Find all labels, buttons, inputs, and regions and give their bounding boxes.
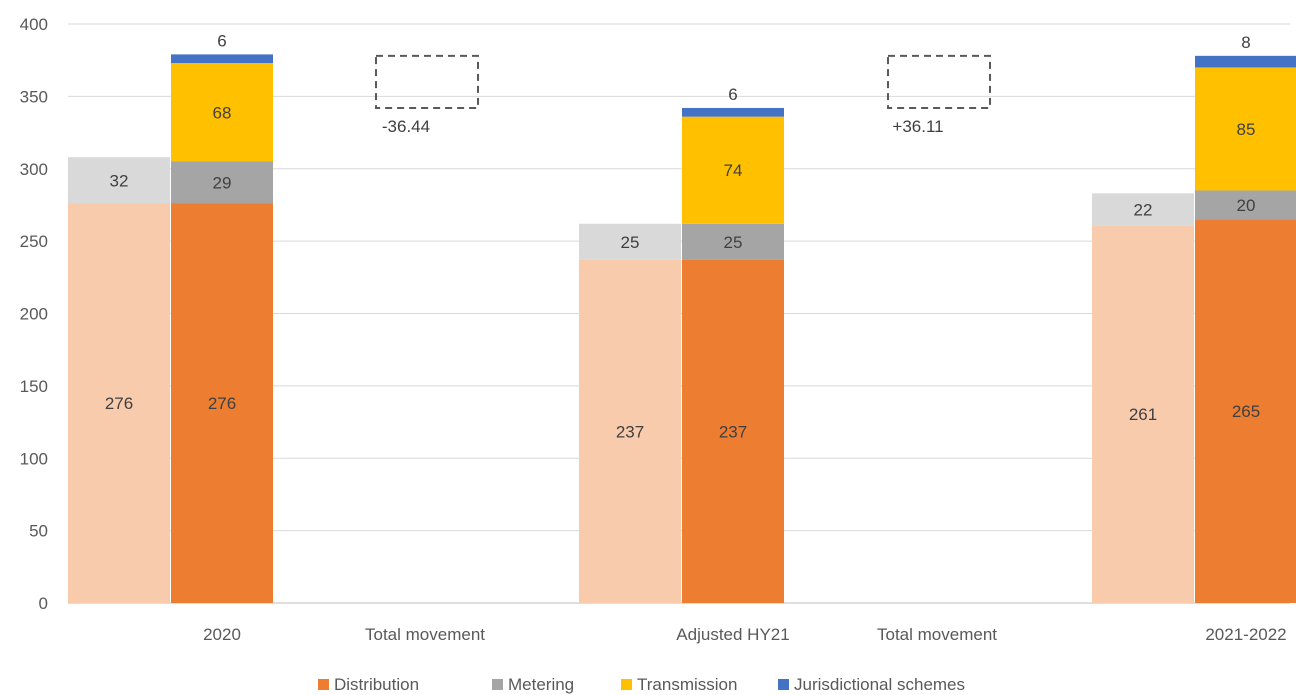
data-label: 276: [208, 394, 236, 413]
data-label: 6: [728, 85, 737, 104]
shadow-bar-metering: [68, 157, 170, 204]
bar-jurisdictional-schemes: [682, 107, 784, 117]
movement-label: -36.44: [382, 117, 430, 136]
bar-jurisdictional-schemes: [1195, 55, 1296, 68]
legend: Distribution Metering Transmission Jurisdic…: [318, 675, 965, 694]
bar-transmission: [171, 63, 273, 162]
data-label: 74: [724, 161, 743, 180]
y-tick-label: 50: [29, 522, 48, 541]
legend-swatch-jurisdictional-schemes: [778, 679, 789, 690]
shadow-data-label: 261: [1129, 405, 1157, 424]
x-tick-label: Adjusted HY21: [676, 625, 789, 644]
bar-distribution: [171, 203, 273, 604]
y-tick-label: 200: [20, 305, 48, 324]
y-tick-label: 300: [20, 160, 48, 179]
shadow-data-label: 237: [616, 422, 644, 441]
shadow-bar-distribution: [579, 259, 681, 603]
x-axis: 2020 Total movement Adjusted HY21 Total mov…: [203, 625, 1287, 644]
data-label: 237: [719, 422, 747, 441]
bar-metering: [171, 161, 273, 204]
legend-label: Distribution: [334, 675, 419, 694]
movement-box: [375, 54, 479, 109]
movement-box: [887, 54, 991, 109]
data-label: 20: [1237, 196, 1256, 215]
bar-distribution: [682, 259, 784, 603]
data-label: 265: [1232, 402, 1260, 421]
legend-swatch-metering: [492, 679, 503, 690]
bar-transmission: [682, 116, 784, 224]
data-label: 25: [724, 233, 743, 252]
data-labels: 276 32 237 25 261 22 276 29 68 6 237 25 74 6 265 20 85 8: [105, 31, 1260, 441]
data-label: 68: [213, 103, 232, 122]
data-label: 85: [1237, 120, 1256, 139]
y-tick-label: 100: [20, 449, 48, 468]
data-label: 6: [217, 31, 226, 50]
bar-distribution: [1195, 219, 1296, 603]
x-tick-label: 2021-2022: [1205, 625, 1286, 644]
shadow-bar-distribution: [1092, 225, 1194, 603]
x-tick-label: 2020: [203, 625, 241, 644]
y-tick-label: 150: [20, 377, 48, 396]
bars: [68, 54, 1296, 604]
y-tick-label: 350: [20, 87, 48, 106]
legend-label: Transmission: [637, 675, 737, 694]
shadow-data-label: 32: [110, 171, 129, 190]
legend-swatch-transmission: [621, 679, 632, 690]
shadow-data-label: 276: [105, 394, 133, 413]
y-tick-label: 400: [20, 15, 48, 34]
shadow-data-label: 22: [1134, 200, 1153, 219]
data-label: 8: [1241, 33, 1250, 52]
y-axis: 0 50 100 150 200 250 300 350 400: [20, 15, 48, 613]
legend-label: Metering: [508, 675, 574, 694]
x-tick-label: Total movement: [365, 625, 485, 644]
movement-label: +36.11: [892, 117, 943, 136]
data-label: 29: [213, 174, 232, 193]
shadow-bar-distribution: [68, 203, 170, 604]
bar-metering: [1195, 190, 1296, 220]
legend-label: Jurisdictional schemes: [794, 675, 965, 694]
shadow-bar-metering: [1092, 193, 1194, 226]
x-tick-label: Total movement: [877, 625, 997, 644]
shadow-bar-metering: [579, 223, 681, 260]
y-tick-label: 0: [39, 594, 48, 613]
shadow-data-label: 25: [621, 233, 640, 252]
y-tick-label: 250: [20, 232, 48, 251]
bar-metering: [682, 223, 784, 260]
bar-transmission: [1195, 67, 1296, 191]
legend-swatch-distribution: [318, 679, 329, 690]
movement-annotations: -36.44 +36.11: [375, 54, 991, 136]
bar-jurisdictional-schemes: [171, 54, 273, 64]
